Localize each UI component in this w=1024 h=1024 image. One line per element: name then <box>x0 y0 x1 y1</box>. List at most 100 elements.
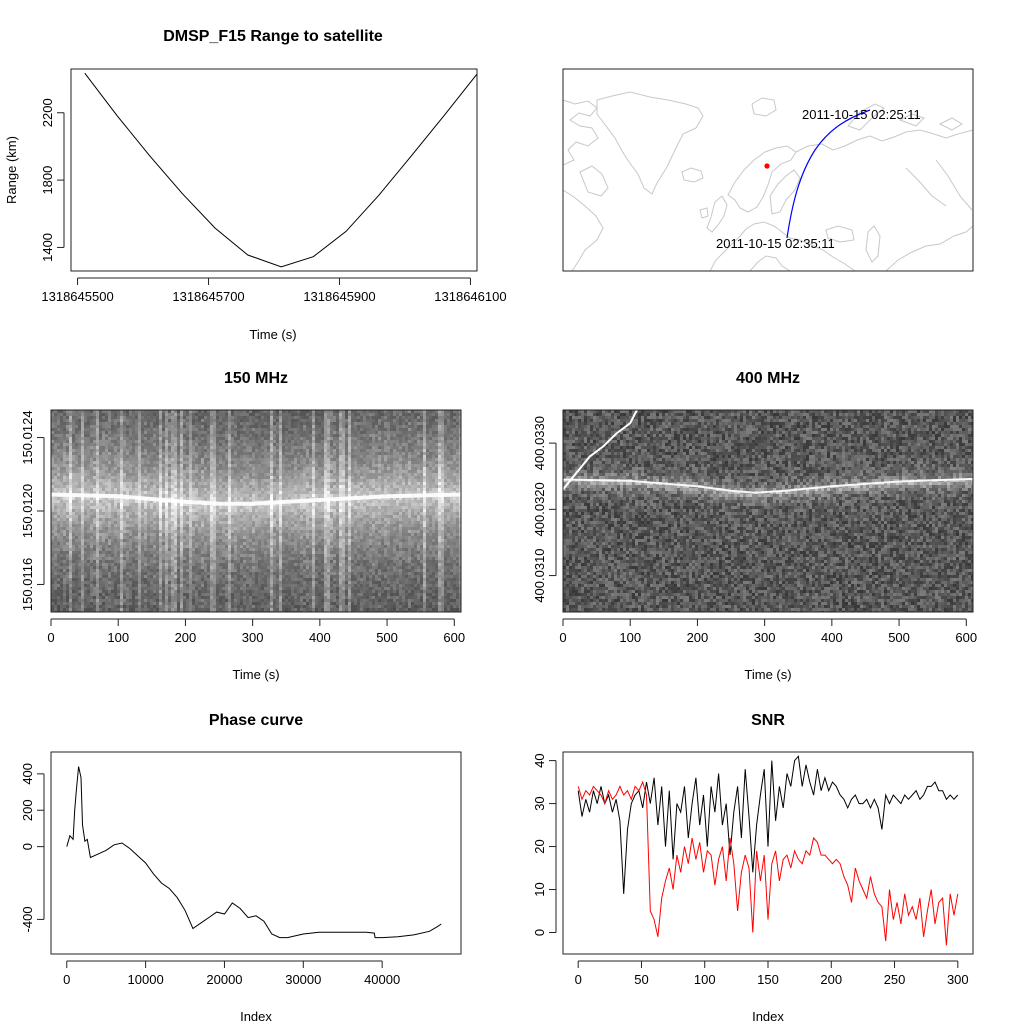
spec400-signal-line <box>563 477 973 494</box>
iceland-outline <box>681 167 704 183</box>
spec400-x-tick-label: 200 <box>687 630 709 645</box>
phase-title: Phase curve <box>209 712 303 729</box>
spec400-title: 400 MHz <box>736 370 800 387</box>
spec400-frame <box>562 409 974 613</box>
spec400-x-tick-label: 0 <box>559 630 566 645</box>
spec150-panel: 150 MHz 0 100 200 300 400 500 600 150.0116 150.0… <box>20 370 465 682</box>
range-y-tick-label: 2200 <box>40 98 55 127</box>
britain-outline <box>699 195 728 233</box>
range-frame <box>70 68 478 272</box>
spec400-panel: 400 MHz 0 100 200 300 400 500 600 400.0310 400.0… <box>532 370 977 682</box>
snr-y-tick-label: 10 <box>532 882 547 896</box>
snr-red-series-line <box>577 780 959 946</box>
spec150-signal-line <box>51 492 461 506</box>
spec400-xlabel: Time (s) <box>744 667 791 682</box>
spec150-axes: 0 100 200 300 400 500 600 150.0116 150.0120 150.0… <box>20 410 465 645</box>
range-axes: 1318645500 1318645700 1318645900 1318646100… <box>40 98 507 304</box>
spec150-x-tick-label: 300 <box>242 630 264 645</box>
spec150-frame <box>50 409 462 613</box>
baltic-outline <box>769 169 801 215</box>
spec150-x-tick-label: 500 <box>376 630 398 645</box>
phase-axes: 0 10000 20000 30000 40000 -400 0 200 400 <box>20 763 400 987</box>
scandinavia-outline <box>727 145 797 213</box>
range-y-tick-label: 1400 <box>40 233 55 262</box>
phase-panel: Phase curve 0 10000 20000 30000 40000 -400 0 20… <box>20 712 462 1024</box>
map-panel: 2011-10-15 02:25:11 2011-10-15 02:35:11 <box>562 68 974 272</box>
mediterranean-outline <box>749 255 791 271</box>
ground-station-marker <box>764 163 770 169</box>
snr-x-tick-label: 100 <box>694 972 716 987</box>
baffin-island-outline <box>579 165 609 197</box>
range-panel: DMSP_F15 Range to satellite 1318645500 13… <box>4 28 507 342</box>
coastlines <box>563 91 973 271</box>
arctic-islands-outline <box>898 113 963 131</box>
snr-x-tick-label: 300 <box>947 972 969 987</box>
spec400-y-tick-label: 400.0320 <box>532 482 547 536</box>
snr-y-tick-label: 0 <box>532 929 547 936</box>
spec400-y-tick-label: 400.0310 <box>532 548 547 602</box>
spec150-x-tick-label: 400 <box>309 630 331 645</box>
snr-y-tick-label: 40 <box>532 753 547 767</box>
spec150-y-tick-label: 150.0120 <box>20 484 35 538</box>
phase-y-tick-label: 200 <box>20 799 35 821</box>
snr-x-tick-label: 200 <box>820 972 842 987</box>
spec150-x-tick-label: 0 <box>47 630 54 645</box>
spec400-x-tick-label: 400 <box>821 630 843 645</box>
track-end-label: 2011-10-15 02:35:11 <box>716 236 835 251</box>
spec400-image <box>563 410 973 612</box>
satellite-ground-track <box>786 109 871 239</box>
snr-xlabel: Index <box>752 1009 784 1024</box>
svalbard-outline <box>751 97 777 117</box>
greenland-outline <box>596 91 704 195</box>
spec400-x-tick-label: 500 <box>888 630 910 645</box>
spec400-y-tick-label: 400.0330 <box>532 416 547 470</box>
spec150-y-tick-label: 150.0116 <box>20 558 35 611</box>
snr-frame <box>562 751 974 955</box>
range-x-tick-label: 1318645900 <box>303 289 375 304</box>
spec150-xlabel: Time (s) <box>232 667 279 682</box>
snr-y-tick-label: 20 <box>532 839 547 853</box>
map-background <box>563 69 973 271</box>
phase-x-tick-label: 20000 <box>206 972 242 987</box>
black-sea-outline <box>825 225 855 243</box>
range-plot-area <box>84 72 477 268</box>
snr-x-tick-label: 50 <box>634 972 648 987</box>
phase-x-tick-label: 30000 <box>285 972 321 987</box>
spec400-x-tick-label: 300 <box>754 630 776 645</box>
phase-series-line <box>66 766 442 939</box>
siberia-rivers-outline <box>905 159 973 211</box>
snr-axes: 0 50 100 150 200 250 300 0 10 20 30 40 <box>532 753 969 987</box>
europe-coast-outline <box>709 221 856 271</box>
snr-x-tick-label: 250 <box>884 972 906 987</box>
snr-panel: SNR 0 50 100 150 200 250 300 0 10 20 30 40 Index <box>532 712 974 1024</box>
phase-xlabel: Index <box>240 1009 272 1024</box>
spec400-x-tick-label: 100 <box>619 630 641 645</box>
novaya-zemlya-outline <box>847 103 885 131</box>
canadian-arctic-outline <box>563 99 599 166</box>
range-x-tick-label: 1318645700 <box>172 289 244 304</box>
phase-y-tick-label: 400 <box>20 763 35 785</box>
range-x-tick-label: 1318645500 <box>41 289 113 304</box>
arctic-russia-outline <box>795 129 973 153</box>
phase-plot-area <box>66 766 442 939</box>
range-x-tick-label: 1318646100 <box>434 289 506 304</box>
track-start-label: 2011-10-15 02:25:11 <box>802 107 921 122</box>
snr-black-series-line <box>577 755 959 894</box>
phase-frame <box>50 751 462 955</box>
snr-plot-area <box>577 755 959 946</box>
caspian-outline <box>865 225 881 263</box>
snr-x-tick-label: 150 <box>757 972 779 987</box>
map-frame <box>562 68 974 272</box>
snr-y-tick-label: 30 <box>532 796 547 810</box>
range-y-tick-label: 1800 <box>40 166 55 195</box>
labrador-outline <box>563 189 604 271</box>
range-xlabel: Time (s) <box>249 327 296 342</box>
spec150-y-tick-label: 150.0124 <box>20 410 35 464</box>
map-overlay: 2011-10-15 02:25:11 2011-10-15 02:35:11 <box>716 107 921 251</box>
range-ylabel: Range (km) <box>4 136 19 204</box>
phase-y-tick-label: -400 <box>20 906 35 932</box>
phase-x-tick-label: 10000 <box>128 972 164 987</box>
snr-x-tick-label: 0 <box>575 972 582 987</box>
phase-x-tick-label: 0 <box>63 972 70 987</box>
